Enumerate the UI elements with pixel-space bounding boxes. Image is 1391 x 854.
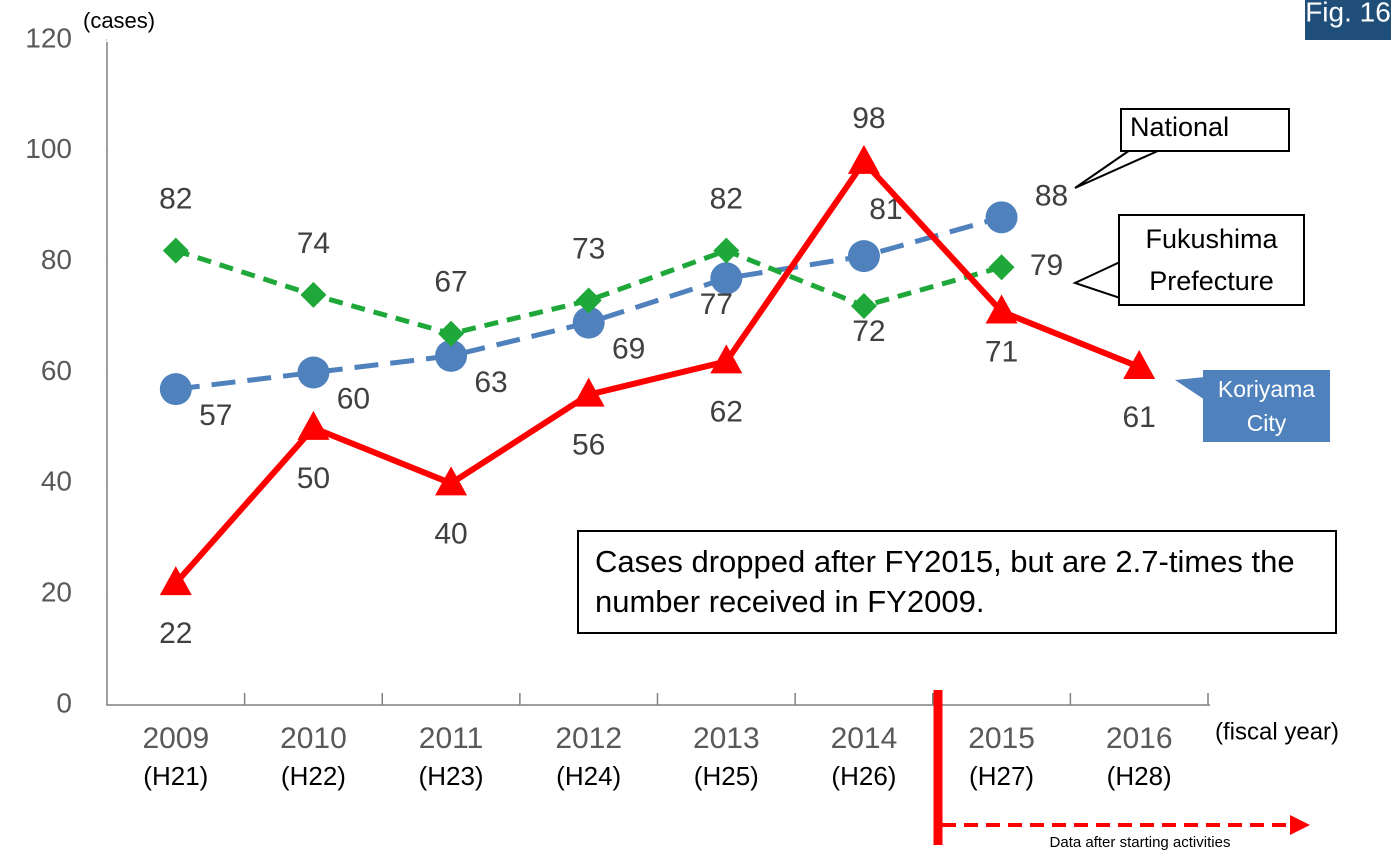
data-label: 61 xyxy=(1123,401,1156,434)
data-label: 62 xyxy=(710,395,743,428)
data-label: 82 xyxy=(710,183,743,216)
data-label: 98 xyxy=(852,102,885,135)
data-label: 88 xyxy=(1035,179,1068,212)
marker xyxy=(159,566,192,596)
figure-label: Fig. 16 xyxy=(1305,0,1391,27)
marker xyxy=(435,339,468,372)
marker xyxy=(297,356,330,389)
marker xyxy=(1123,349,1156,379)
marker xyxy=(300,281,327,308)
activity-arrowhead xyxy=(1290,815,1310,835)
callout-pointer xyxy=(1175,377,1205,400)
marker xyxy=(572,306,605,339)
x-tick-label: 2015 xyxy=(968,722,1035,755)
legend-callout: Fukushima Prefecture xyxy=(1118,214,1305,306)
marker xyxy=(850,293,877,319)
data-label: 72 xyxy=(852,315,885,348)
data-label: 69 xyxy=(612,333,645,366)
data-label: 67 xyxy=(434,266,467,299)
x-unit-label: (fiscal year) xyxy=(1215,718,1339,745)
legend-callout: Koriyama City xyxy=(1203,370,1330,442)
x-sub-label: (H28) xyxy=(1107,761,1172,791)
y-tick-label: 0 xyxy=(56,687,72,718)
y-tick-label: 80 xyxy=(41,244,72,275)
series-line xyxy=(173,157,1141,586)
y-tick-label: 60 xyxy=(41,355,72,386)
marker xyxy=(710,262,743,295)
data-label: 77 xyxy=(700,288,733,321)
marker xyxy=(988,254,1015,281)
data-label: 71 xyxy=(985,335,1018,368)
y-tick-label: 120 xyxy=(25,22,72,53)
marker xyxy=(847,240,880,273)
marker xyxy=(985,294,1018,324)
x-sub-label: (H25) xyxy=(694,761,759,791)
x-sub-label: (H23) xyxy=(419,761,484,791)
marker xyxy=(985,201,1018,234)
marker xyxy=(847,144,880,174)
x-sub-label: (H22) xyxy=(281,761,346,791)
x-sub-label: (H24) xyxy=(556,761,621,791)
activity-note: Data after starting activities xyxy=(1050,834,1231,851)
marker xyxy=(159,373,192,406)
legend-callout: National xyxy=(1120,108,1290,152)
annotation: Cases dropped after FY2015, but are 2.7-… xyxy=(577,530,1337,634)
y-unit-label: (cases) xyxy=(83,8,155,33)
marker xyxy=(575,287,602,314)
marker xyxy=(713,237,740,264)
data-label: 57 xyxy=(199,399,232,432)
data-label: 82 xyxy=(159,183,192,216)
data-label: 60 xyxy=(337,382,370,415)
x-tick-label: 2009 xyxy=(142,722,209,755)
marker xyxy=(438,320,465,347)
marker xyxy=(710,344,743,374)
data-label: 22 xyxy=(159,617,192,650)
data-label: 73 xyxy=(572,232,605,265)
x-tick-label: 2013 xyxy=(693,722,760,755)
callout-pointer xyxy=(1074,149,1161,189)
data-label: 79 xyxy=(1030,249,1063,282)
x-tick-label: 2016 xyxy=(1106,722,1173,755)
callout-pointer xyxy=(1072,260,1121,300)
y-tick-label: 20 xyxy=(41,577,72,608)
x-sub-label: (H27) xyxy=(969,761,1034,791)
marker xyxy=(435,466,468,496)
x-tick-label: 2012 xyxy=(555,722,622,755)
figure-badge xyxy=(1305,0,1391,40)
y-tick-label: 100 xyxy=(25,133,72,164)
data-label: 50 xyxy=(297,462,330,495)
x-tick-label: 2011 xyxy=(419,722,484,755)
x-sub-label: (H26) xyxy=(831,761,896,791)
marker xyxy=(297,410,330,440)
x-sub-label: (H21) xyxy=(143,761,208,791)
data-label: 74 xyxy=(297,227,330,260)
y-tick-label: 40 xyxy=(41,466,72,497)
x-tick-label: 2010 xyxy=(280,722,347,755)
marker xyxy=(572,377,605,407)
data-label: 63 xyxy=(474,366,507,399)
x-tick-label: 2014 xyxy=(831,722,898,755)
data-label: 40 xyxy=(434,517,467,550)
data-label: 56 xyxy=(572,429,605,462)
marker xyxy=(162,237,189,264)
